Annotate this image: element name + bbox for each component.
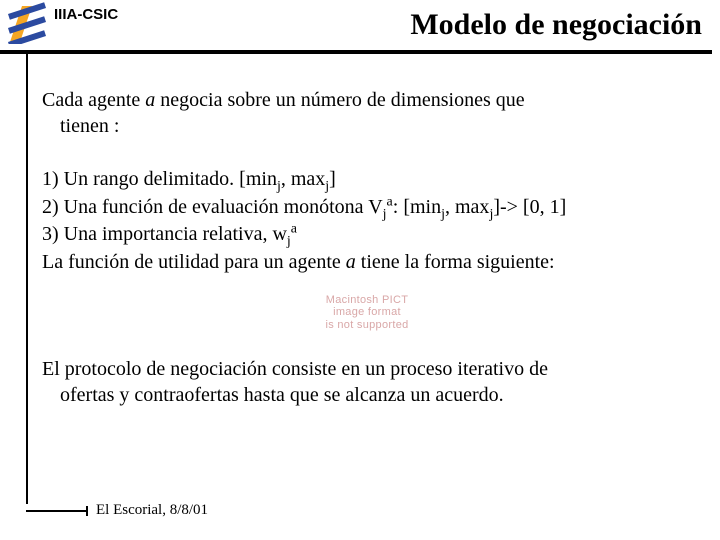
li4-b: tiene la forma siguiente: (356, 251, 555, 273)
li1-c: ] (329, 168, 336, 190)
intro-agent-var: a (145, 89, 155, 111)
li2-b: : [min (393, 196, 441, 218)
intro-paragraph: Cada agente a negocia sobre un número de… (42, 88, 692, 139)
intro-text-1b: negocia sobre un número de dimensiones q… (155, 89, 524, 111)
intro-text-2: tienen : (42, 114, 692, 140)
closing-line-1: El protocolo de negociación consiste en … (42, 358, 548, 380)
li2-c: , max (445, 196, 489, 218)
placeholder-line-1: Macintosh PICT (325, 294, 408, 307)
list-item-2: 2) Una función de evaluación monótona Vj… (42, 195, 692, 221)
closing-line-2: ofertas y contraofertas hasta que se alc… (42, 383, 692, 409)
li3-a: 3) Una importancia relativa, w (42, 223, 287, 245)
left-rule (26, 54, 28, 504)
placeholder-line-3: is not supported (325, 319, 408, 332)
intro-text-1: Cada agente (42, 89, 145, 111)
li4-a: La función de utilidad para un agente (42, 251, 346, 273)
slide-body: Cada agente a negocia sobre un número de… (42, 88, 692, 409)
title-underline (0, 50, 712, 54)
footer-text: El Escorial, 8/8/01 (96, 502, 208, 519)
footer-rule (26, 510, 86, 512)
closing-paragraph: El protocolo de negociación consiste en … (42, 357, 692, 408)
li2-a: 2) Una función de evaluación monótona V (42, 196, 383, 218)
placeholder-line-2: image format (325, 306, 408, 319)
page-title: Modelo de negociación (410, 8, 702, 42)
list-item-3: 3) Una importancia relativa, wja (42, 222, 692, 248)
slide-header: IIIA-CSIC Modelo de negociación (0, 0, 720, 60)
li3-sup1: a (291, 222, 297, 237)
missing-image-placeholder: Macintosh PICT image format is not suppo… (42, 294, 692, 336)
li1-b: , max (281, 168, 325, 190)
list-item-1: 1) Un rango delimitado. [minj, maxj] (42, 167, 692, 193)
org-label: IIIA-CSIC (54, 6, 118, 23)
footer-tick (86, 506, 88, 516)
dimension-list: 1) Un rango delimitado. [minj, maxj] 2) … (42, 167, 692, 275)
li2-d: ]-> [0, 1] (493, 196, 566, 218)
org-logo (6, 2, 48, 44)
li1-a: 1) Un rango delimitado. [min (42, 168, 277, 190)
li4-agent: a (346, 251, 356, 273)
list-item-4: La función de utilidad para un agente a … (42, 250, 692, 276)
